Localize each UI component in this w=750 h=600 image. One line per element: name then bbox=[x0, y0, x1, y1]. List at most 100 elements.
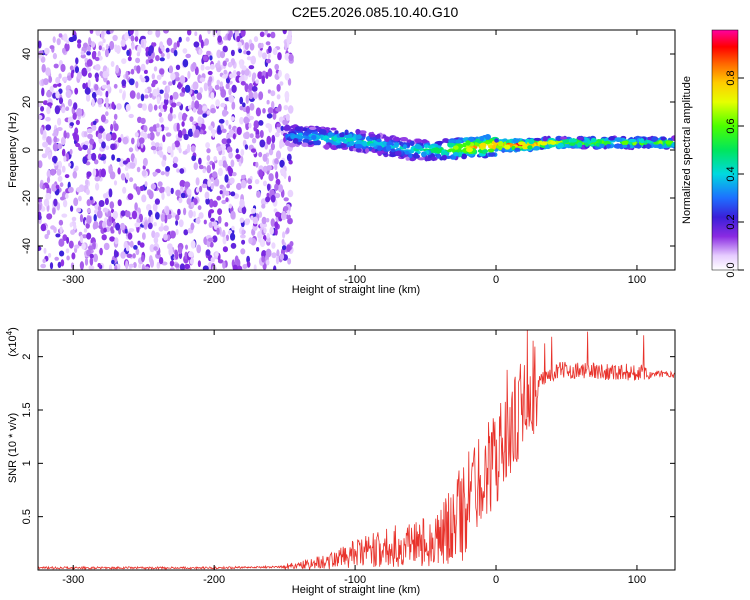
spectrogram-cell bbox=[122, 136, 129, 145]
spectrogram-cell bbox=[245, 95, 249, 104]
spectrogram-cell bbox=[127, 193, 134, 201]
spectrogram-cell bbox=[251, 208, 257, 214]
spectrogram-ridge-cell bbox=[622, 144, 628, 148]
spectrogram-ridge-cell bbox=[423, 144, 429, 149]
spectrogram-cell bbox=[288, 53, 294, 62]
spectrogram-ridge-cell bbox=[513, 138, 521, 144]
spectrogram-cell bbox=[93, 159, 99, 165]
spectrogram-cell bbox=[188, 251, 194, 258]
spectrogram-ridge-cell bbox=[440, 151, 448, 156]
spectrogram-cell bbox=[41, 87, 45, 97]
spectrogram-cell bbox=[137, 103, 143, 109]
spectrogram-cell bbox=[216, 195, 222, 201]
spectrogram-cell bbox=[217, 167, 223, 177]
spectrogram-ridge-cell bbox=[498, 141, 504, 146]
spectrogram-ridge-cell bbox=[652, 144, 659, 148]
spectrogram-cell bbox=[112, 210, 118, 220]
spectrogram-cell bbox=[153, 104, 158, 111]
spectrogram-cell bbox=[230, 242, 237, 249]
spectrogram-ridge-cell bbox=[431, 156, 436, 162]
spectrogram-cell bbox=[172, 163, 178, 168]
spectrogram-cell bbox=[66, 255, 70, 261]
spectrogram-cell bbox=[236, 258, 241, 268]
spectrogram-cell bbox=[176, 101, 182, 107]
spectrogram-cell bbox=[158, 257, 164, 265]
colorbar-tick-label: 0.8 bbox=[725, 70, 737, 85]
spectrogram-ridge-cell bbox=[288, 142, 296, 148]
spectrogram-cell bbox=[237, 41, 242, 48]
spectrogram-cell bbox=[53, 226, 57, 234]
spectrogram-cell bbox=[178, 36, 182, 43]
spectrogram-cell bbox=[265, 218, 270, 223]
spectrogram-cell bbox=[192, 81, 199, 90]
spectrogram-cell bbox=[110, 61, 115, 67]
spectrogram-cell bbox=[269, 123, 273, 133]
spectrogram-cell bbox=[75, 119, 80, 126]
spectrogram-cell bbox=[283, 206, 289, 211]
spectrogram-cell bbox=[99, 127, 105, 133]
spectrogram-cell bbox=[91, 124, 97, 131]
spectrogram-cell bbox=[53, 63, 59, 69]
spectrogram-cell bbox=[102, 221, 107, 229]
spectrogram-cell bbox=[56, 202, 61, 211]
spectrogram-cell bbox=[105, 111, 109, 117]
spectrogram-cell bbox=[182, 48, 188, 54]
spectrogram-cell bbox=[219, 190, 223, 195]
spectrogram-cell bbox=[259, 139, 266, 148]
spectrogram-ridge-cell bbox=[307, 141, 313, 145]
spectrogram-ridge-cell bbox=[561, 139, 570, 144]
spectrogram-cell bbox=[148, 103, 153, 113]
spectrogram-cell bbox=[149, 131, 155, 141]
spectrogram-cell bbox=[261, 255, 266, 263]
spectrogram-cell bbox=[258, 151, 263, 158]
spectrogram-cell bbox=[144, 88, 149, 94]
spectrogram-ridge-cell bbox=[488, 152, 496, 157]
spectrogram-cell bbox=[126, 253, 133, 258]
spectrogram-ridge-cell bbox=[479, 142, 487, 148]
spectrogram-cell bbox=[52, 83, 58, 88]
spectrogram-cell bbox=[158, 146, 163, 151]
spectrogram-cell bbox=[223, 69, 228, 75]
spectrogram-cell bbox=[202, 113, 208, 118]
spectrogram-cell bbox=[80, 50, 85, 56]
spectrogram-cell bbox=[40, 56, 46, 63]
spectrogram-cell bbox=[174, 76, 181, 82]
spectrogram-cell bbox=[128, 147, 134, 153]
spectrogram-cell bbox=[140, 117, 146, 125]
spectrogram-cell bbox=[132, 253, 136, 259]
spectrogram-cell bbox=[69, 65, 74, 71]
spectrogram-cell bbox=[222, 160, 227, 168]
spectrogram-cell bbox=[248, 65, 255, 70]
spectrogram-cell bbox=[62, 76, 68, 82]
spectrogram-cell bbox=[86, 208, 91, 214]
spectrogram-cell bbox=[135, 248, 140, 256]
spectrogram-cell bbox=[141, 254, 145, 263]
spectrogram-cell bbox=[239, 217, 244, 223]
spectrogram-cell bbox=[154, 142, 160, 148]
spectrogram-cell bbox=[182, 59, 189, 68]
spectrogram-cell bbox=[228, 95, 235, 103]
spectrogram-cell bbox=[49, 262, 54, 270]
spectrogram-cell bbox=[161, 261, 168, 266]
spectrogram-cell bbox=[278, 69, 282, 78]
spectrogram-cell bbox=[58, 73, 62, 79]
colorbar-tick-label: 0.4 bbox=[725, 166, 737, 181]
spectrogram-cell bbox=[199, 87, 203, 94]
spectrogram-cell bbox=[249, 133, 254, 139]
spectrogram-cell bbox=[149, 244, 155, 253]
spectrogram-cell bbox=[40, 106, 45, 112]
spectrogram-cell bbox=[179, 168, 185, 174]
spectrogram-cell bbox=[165, 186, 171, 194]
spectrogram-ridge-cell bbox=[362, 140, 368, 147]
spectrogram-cell bbox=[61, 148, 66, 157]
spectrogram-cell bbox=[195, 218, 201, 224]
spectrogram-ridge-cell bbox=[628, 138, 637, 143]
spectrogram-ridge-cell bbox=[413, 154, 420, 159]
spectrogram-ridge-cell bbox=[542, 135, 548, 142]
spectrogram-cell bbox=[86, 67, 92, 72]
spectrogram-ridge-cell bbox=[613, 144, 621, 149]
spectrogram-cell bbox=[270, 194, 276, 203]
spectrogram-ridge-cell bbox=[376, 150, 384, 154]
spectrogram-cell bbox=[228, 151, 233, 159]
